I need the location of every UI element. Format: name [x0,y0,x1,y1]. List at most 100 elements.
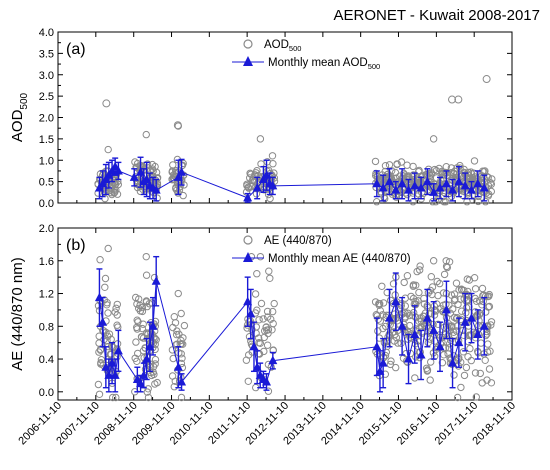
daily-point [175,186,184,194]
daily-point [257,299,266,308]
monthly-mean-marker [384,313,394,322]
daily-point [422,171,430,179]
daily-point [452,279,461,287]
x-axis-tick-labels: 2006-11-102007-11-102008-11-102009-11-10… [16,400,518,448]
daily-point-outlier [454,95,463,104]
daily-point [391,168,400,177]
daily-point [168,346,177,354]
daily-point [245,351,253,359]
daily-point [426,376,434,384]
daily-point [173,186,181,194]
daily-point [450,290,459,298]
daily-point [141,186,150,194]
daily-point [101,274,110,283]
y-tick-label: 3.5 [39,48,54,60]
y-axis-label-main: AE (440/870 nm) [9,257,26,370]
daily-point [394,339,402,347]
daily-point [481,292,490,300]
monthly-mean-marker [173,172,183,181]
daily-point [104,145,112,154]
daily-point [486,179,495,187]
daily-point [139,320,147,328]
daily-point [153,174,162,183]
monthly-mean-marker [148,321,158,330]
daily-point [255,316,263,324]
daily-point [475,321,483,330]
daily-point [463,275,471,283]
legend-marker-triangle [243,252,253,262]
daily-point [482,331,490,340]
daily-point [436,279,444,288]
monthly-mean-marker [384,176,394,186]
daily-point [388,167,396,175]
daily-point [412,300,420,308]
daily-point [416,266,424,274]
daily-point [113,300,122,309]
daily-point [416,262,424,270]
daily-point [402,349,410,358]
figure-title: AERONET - Kuwait 2008-2017 [334,7,541,24]
monthly-mean-marker [435,341,445,351]
daily-point [452,315,461,323]
daily-point [487,318,496,326]
daily-point [481,167,489,175]
monthly-mean-marker [404,185,414,194]
monthly-mean-marker [145,341,155,351]
daily-point [255,334,263,342]
daily-point [266,274,274,282]
daily-point [150,333,158,342]
daily-point [138,324,147,333]
daily-point [477,339,485,347]
monthly-mean-marker [104,370,114,379]
monthly-mean-marker [397,178,407,188]
daily-point [268,326,276,334]
daily-point [110,188,119,196]
daily-point [475,317,483,325]
daily-point [484,340,492,348]
daily-point [170,313,179,321]
daily-point [133,325,141,333]
daily-point [256,252,265,261]
daily-point [244,377,253,385]
daily-point [449,305,457,313]
monthly-mean-marker [416,349,426,359]
daily-point [175,330,183,338]
daily-point [109,393,117,402]
daily-point [487,321,495,329]
monthly-mean-marker [258,174,268,183]
y-tick-label: 1.6 [39,256,54,268]
daily-point [104,309,112,317]
daily-point [387,357,395,365]
monthly-mean-marker [246,309,256,318]
daily-point [386,360,395,369]
y-tick-label: 2.0 [39,223,54,235]
monthly-mean-marker [173,362,183,371]
daily-point [411,374,419,382]
y-tick-label: 4.0 [39,27,54,39]
daily-point [478,379,486,387]
daily-point [179,159,187,168]
panel-label: (a) [66,41,86,58]
monthly-mean-marker [448,358,458,367]
daily-point [389,280,398,288]
daily-point [464,337,472,346]
monthly-mean-marker [243,192,253,202]
monthly-mean-marker [268,355,278,365]
monthly-mean-marker [473,329,483,338]
daily-point-outlier [173,121,182,130]
daily-point [180,321,189,330]
daily-point [142,252,150,261]
daily-point [261,327,269,335]
daily-point [381,194,389,203]
daily-point [485,365,494,373]
monthly-mean-marker [249,341,259,351]
monthly-mean-marker [98,178,108,188]
daily-point [434,291,442,300]
daily-point [392,363,400,372]
daily-point [94,380,103,389]
legend-label-daily: AE (440/870) [264,235,332,247]
y-tick-label: 0.8 [39,321,54,333]
daily-point [144,329,152,338]
daily-point [146,368,155,377]
